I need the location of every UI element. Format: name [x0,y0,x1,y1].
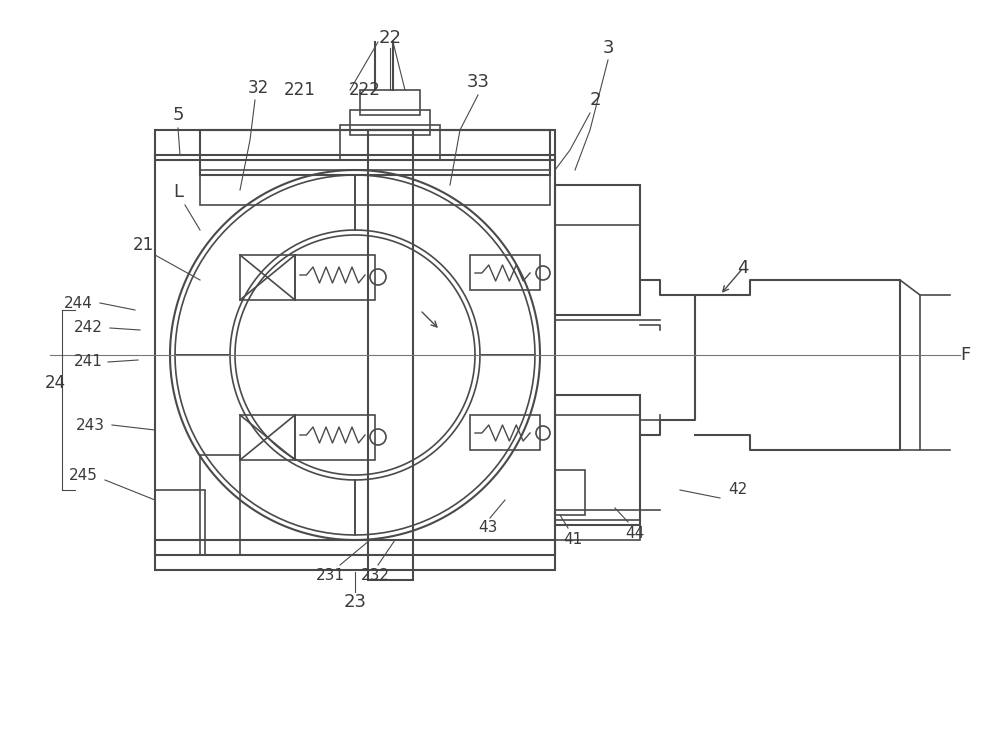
Text: 222: 222 [349,81,381,99]
Bar [240,415,295,460]
Bar [470,415,540,450]
Text: 43: 43 [478,520,498,536]
Text: 24: 24 [44,374,66,392]
Text: 242: 242 [74,320,102,336]
Text: 245: 245 [69,468,97,482]
Text: 232: 232 [360,567,390,583]
Bar [200,170,550,205]
Bar [360,90,420,115]
Text: 241: 241 [74,355,102,369]
Bar [200,455,240,555]
Bar [368,130,413,580]
Text: 243: 243 [76,418,104,432]
Bar [340,125,440,160]
Bar [155,540,555,570]
Text: 244: 244 [64,295,92,311]
Text: 23: 23 [344,593,366,611]
Text: 42: 42 [728,482,748,498]
Text: F: F [960,346,970,364]
Bar [350,110,430,135]
Bar [200,130,550,175]
Text: 44: 44 [625,526,645,540]
Text: 221: 221 [284,81,316,99]
Text: 22: 22 [378,29,402,47]
Text: 32: 32 [247,79,269,97]
Text: 3: 3 [602,39,614,57]
Text: 41: 41 [563,532,583,548]
Text: 4: 4 [737,259,749,277]
Bar [555,470,585,515]
Text: L: L [173,183,183,201]
Bar [155,490,205,555]
Bar [295,255,375,300]
Text: 33: 33 [466,73,490,91]
Text: 231: 231 [316,567,344,583]
Bar [555,185,640,315]
Bar [295,415,375,460]
Text: 5: 5 [172,106,184,124]
Bar [555,520,640,540]
Bar [470,255,540,290]
Text: 21: 21 [132,236,154,254]
Bar [240,255,295,300]
Bar [155,130,555,160]
Text: 2: 2 [589,91,601,109]
Bar [555,395,640,525]
